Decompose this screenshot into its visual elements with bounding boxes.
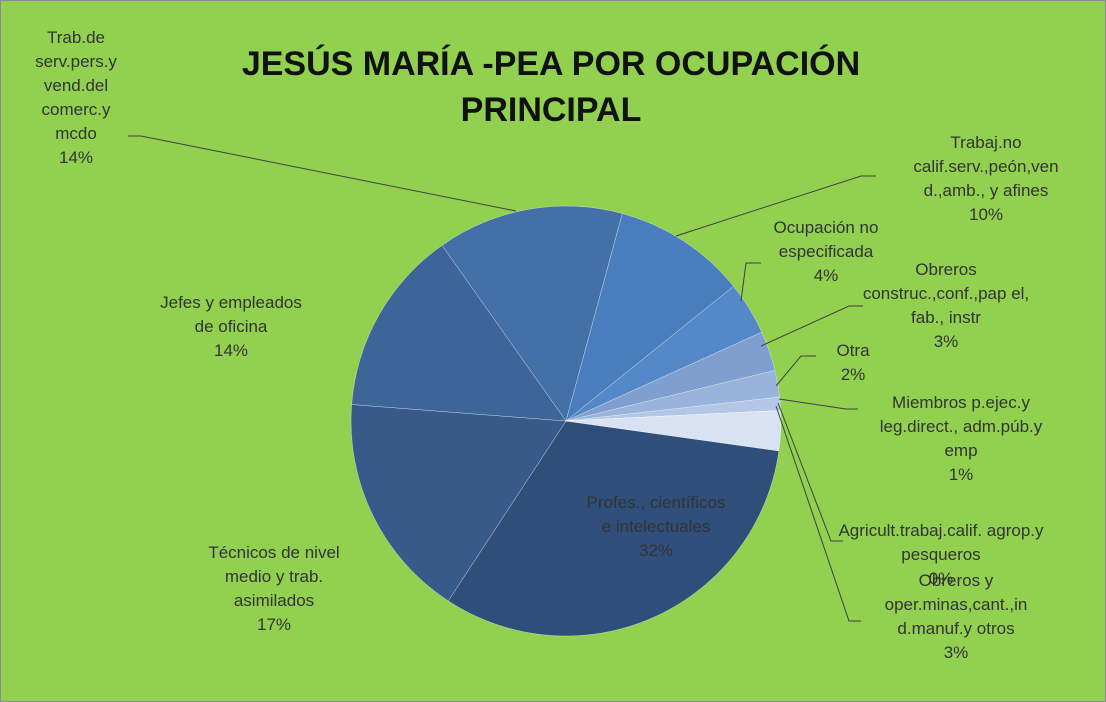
data-label: Miembros p.ejec.y leg.direct., adm.púb.y… (861, 391, 1061, 487)
leader-line (760, 305, 863, 347)
leader-line (775, 355, 816, 387)
value-label: 3% (933, 332, 959, 351)
leader-line (675, 175, 876, 237)
value-label: 32% (638, 541, 674, 560)
leader-line (128, 135, 517, 212)
category-label: Miembros p.ejec.y leg.direct., adm.púb.y… (879, 393, 1043, 460)
value-label: 14% (58, 148, 94, 167)
data-label: Ocupación no especificada 4% (756, 216, 896, 288)
category-label: Ocupación no especificada (773, 218, 879, 261)
category-label: Obreros construc.,conf.,pap el, fab., in… (862, 260, 1030, 327)
slice (351, 245, 567, 422)
leader-line (740, 262, 761, 302)
leader-line (775, 405, 861, 622)
category-label: Trab.de serv.pers.y vend.del comerc.y mc… (35, 28, 117, 143)
category-label: Jefes y empleados de oficina (160, 293, 302, 336)
leader-lines (128, 135, 876, 622)
category-label: Trabaj.no calif.serv.,peón,ven d.,amb., … (913, 133, 1059, 200)
data-label: Agricult.trabaj.calif. agrop.y pesqueros… (831, 519, 1051, 591)
leader-line (777, 402, 843, 542)
data-label: Obreros y oper.minas,cant.,in d.manuf.y … (861, 569, 1051, 665)
data-label: Obreros construc.,conf.,pap el, fab., in… (851, 258, 1041, 354)
category-label: Otra (836, 341, 870, 360)
value-label: 4% (813, 266, 839, 285)
data-label: Otra 2% (823, 339, 883, 387)
category-label: Obreros y oper.minas,cant.,in d.manuf.y … (884, 571, 1028, 638)
chart-title: JESÚS MARÍA -PEA POR OCUPACIÓN PRINCIPAL (241, 45, 861, 129)
category-label: Agricult.trabaj.calif. agrop.y pesqueros (838, 521, 1044, 564)
value-label: 0% (928, 569, 954, 588)
value-label: 17% (256, 615, 292, 634)
value-label: 2% (840, 365, 866, 384)
data-label: Trabaj.no calif.serv.,peón,ven d.,amb., … (891, 131, 1081, 227)
value-label: 10% (968, 205, 1004, 224)
data-label: Trab.de serv.pers.y vend.del comerc.y mc… (21, 26, 131, 170)
slice (565, 213, 734, 422)
slice (441, 205, 623, 422)
data-label: Técnicos de nivel medio y trab. asimilad… (184, 541, 364, 637)
value-label: 3% (943, 643, 969, 662)
value-label: 1% (948, 465, 974, 484)
slices (350, 205, 782, 637)
category-label: Profes., científicos e intelectuales (586, 493, 726, 536)
category-label: Técnicos de nivel medio y trab. asimilad… (208, 543, 340, 610)
leader-line (778, 398, 858, 410)
data-label: Profes., científicos e intelectuales 32% (581, 491, 731, 563)
slice (350, 404, 567, 602)
value-label: 14% (213, 341, 249, 360)
data-label: Jefes y empleados de oficina 14% (151, 291, 311, 363)
